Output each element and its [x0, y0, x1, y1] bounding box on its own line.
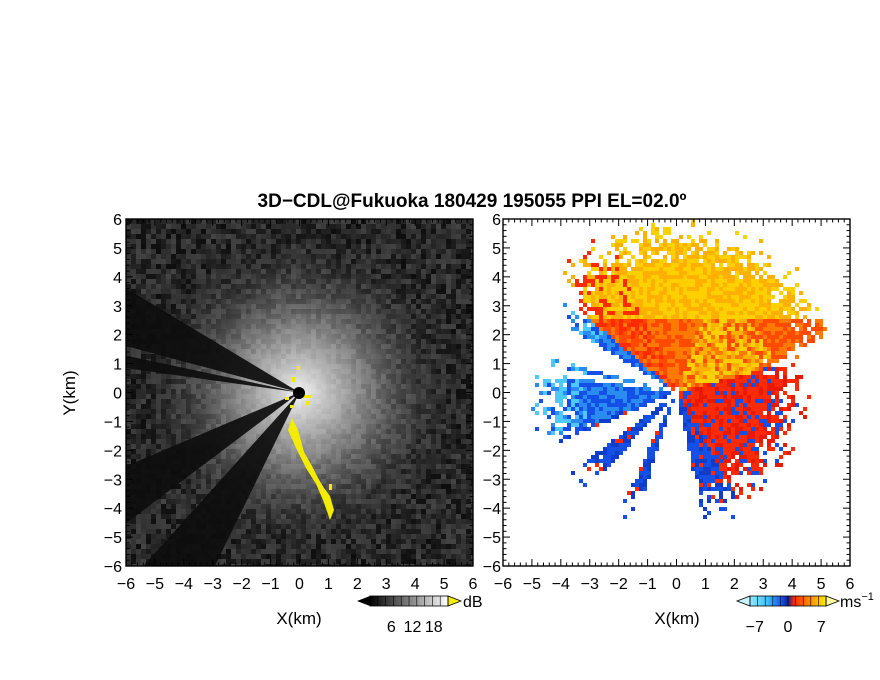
y-tick-label: 3	[492, 299, 501, 316]
snr-colorbar-right-arrow	[447, 595, 463, 607]
velocity-x-tick-labels: −6 −5 −4 −3 −2 −1 0 1 2 3 4 5 6	[494, 576, 855, 593]
y-tick-label: −5	[104, 530, 122, 547]
snr-colorbar-tick-labels: 6 12 18	[387, 619, 443, 636]
velocity-colorbar-tick-labels: −7 0 7	[746, 619, 826, 636]
y-tick-label: −6	[483, 559, 501, 576]
x-tick-label: −3	[204, 576, 222, 593]
figure-title: 3D−CDL@Fukuoka 180429 195055 PPI EL=02.0…	[258, 191, 687, 212]
x-tick-label: 2	[730, 576, 739, 593]
y-tick-label: −3	[483, 472, 501, 489]
velocity-colorbar-left-arrow	[735, 595, 751, 607]
x-tick-label: −5	[523, 576, 541, 593]
snr-colorbar-ticks	[369, 596, 449, 606]
y-tick-label: 4	[492, 270, 501, 287]
y-tick-label: −5	[483, 530, 501, 547]
snr-panel: −6 −5 −4 −3 −2 −1 0 1 2 3 4 5 6 6543210−1−2−3−4−5−6 …	[60, 212, 483, 636]
y-tick-label: 1	[492, 357, 501, 374]
x-tick-label: −4	[552, 576, 570, 593]
blocked-sector	[143, 392, 300, 566]
velocity-colorbar-unit-exponent: −1	[861, 591, 874, 603]
velocity-field	[531, 219, 827, 519]
x-tick-label: −4	[175, 576, 193, 593]
y-tick-label: −3	[104, 472, 122, 489]
x-tick-label: 5	[817, 576, 826, 593]
y-tick-label: 6	[113, 212, 122, 229]
x-tick-label: −2	[610, 576, 628, 593]
x-tick-label: 6	[846, 576, 855, 593]
y-tick-label: −4	[104, 501, 122, 518]
x-tick-label: 4	[411, 576, 420, 593]
y-tick-label: −1	[483, 414, 501, 431]
velocity-colorbar-unit-base: ms	[840, 594, 861, 611]
y-tick-label: −1	[104, 414, 122, 431]
y-tick-label: 3	[113, 299, 122, 316]
velocity-x-axis-label: X(km)	[654, 609, 699, 628]
colorbar-tick-label: 7	[817, 619, 826, 636]
snr-y-tick-labels: 6 5 4 3 2 1 0 −1 −2 −3 −4 −5 −6	[104, 212, 122, 576]
snr-x-axis-label: X(km)	[276, 609, 321, 628]
x-tick-label: −3	[581, 576, 599, 593]
velocity-y-tick-labels: 6 5 4 3 2 1 0 −1 −2 −3 −4 −5 −6	[483, 212, 501, 576]
snr-y-axis-label: Y(km)	[60, 370, 79, 415]
velocity-colorbar-unit: ms−1	[840, 591, 874, 611]
x-tick-label: −1	[638, 576, 656, 593]
colorbar-tick-label: −7	[746, 619, 764, 636]
x-tick-label: 4	[788, 576, 797, 593]
y-tick-label: 2	[113, 328, 122, 345]
snr-x-tick-labels: −6 −5 −4 −3 −2 −1 0 1 2 3 4 5 6	[117, 576, 478, 593]
radar-site-marker	[293, 387, 305, 399]
x-tick-label: −1	[261, 576, 279, 593]
snr-colorbar: dB 6 12 18	[357, 594, 483, 636]
velocity-colorbar: ms−1 −7 0 7	[735, 591, 874, 636]
colorbar-tick-label: 6	[387, 619, 396, 636]
x-tick-label: 2	[353, 576, 362, 593]
velocity-panel: −6 −5 −4 −3 −2 −1 0 1 2 3 4 5 6 6543210−1−2−3−4−5−6 …	[483, 212, 874, 636]
colorbar-tick-label: 18	[425, 619, 443, 636]
x-tick-label: 1	[701, 576, 710, 593]
y-tick-label: 2	[492, 328, 501, 345]
y-tick-label: −4	[483, 501, 501, 518]
x-tick-label: −2	[233, 576, 251, 593]
velocity-colorbar-right-arrow	[825, 595, 841, 607]
snr-axis-ticks	[125, 218, 474, 567]
colorbar-tick-label: 0	[784, 619, 793, 636]
y-tick-label: −6	[104, 559, 122, 576]
x-tick-label: −5	[146, 576, 164, 593]
x-tick-label: 0	[672, 576, 681, 593]
snr-yellow-edge	[288, 418, 334, 520]
y-tick-label: −2	[104, 443, 122, 460]
x-tick-label: −6	[494, 576, 512, 593]
y-tick-label: 1	[113, 357, 122, 374]
y-tick-label: −2	[483, 443, 501, 460]
snr-colorbar-unit: dB	[463, 594, 483, 611]
snr-yellow-near-returns	[285, 366, 332, 490]
x-tick-label: 5	[440, 576, 449, 593]
x-tick-label: 1	[324, 576, 333, 593]
y-tick-label: 6	[492, 212, 501, 229]
y-tick-label: 0	[113, 386, 122, 403]
x-tick-label: 0	[295, 576, 304, 593]
y-tick-label: 4	[113, 270, 122, 287]
velocity-colorbar-ticks	[749, 596, 827, 606]
y-tick-label: 5	[492, 241, 501, 258]
x-tick-label: −6	[117, 576, 135, 593]
snr-blocked-sectors	[126, 288, 300, 566]
x-tick-label: 3	[382, 576, 391, 593]
x-tick-label: 6	[469, 576, 478, 593]
velocity-axis-ticks	[502, 218, 851, 567]
blocked-sector	[126, 392, 300, 524]
y-tick-label: 5	[113, 241, 122, 258]
blocked-sector	[126, 288, 300, 393]
colorbar-tick-label: 12	[404, 619, 422, 636]
snr-colorbar-left-arrow	[357, 596, 370, 606]
y-tick-label: 0	[492, 386, 501, 403]
x-tick-label: 3	[759, 576, 768, 593]
